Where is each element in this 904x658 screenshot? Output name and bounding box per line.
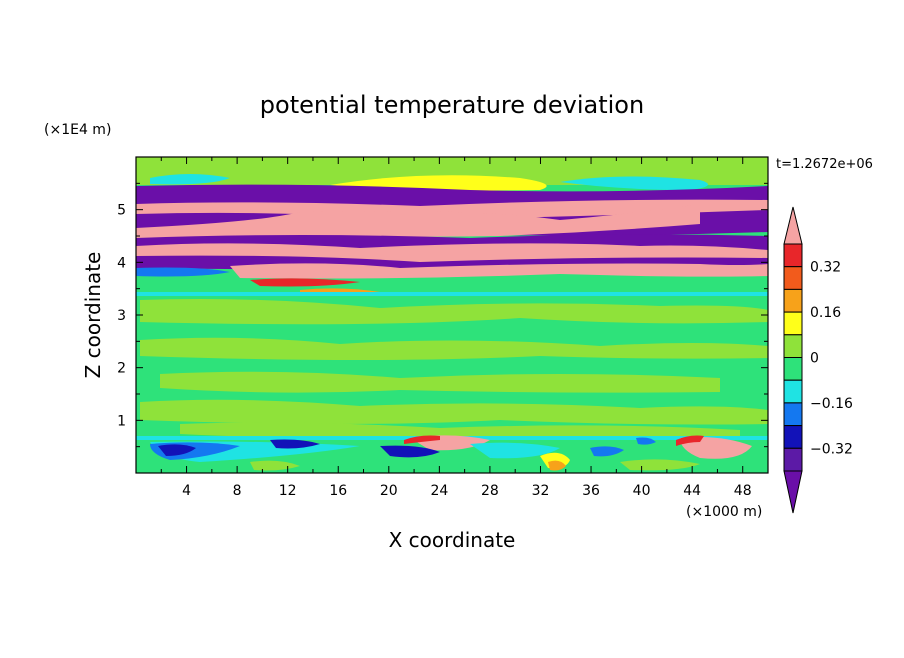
- contour-field: [136, 157, 768, 473]
- pink-patch: [680, 437, 752, 459]
- light-green-patch: [160, 371, 720, 393]
- orange-patch: [548, 460, 566, 471]
- colorbar-extend-bottom: [783, 470, 803, 514]
- x-tick-label: 4: [182, 483, 191, 499]
- x-tick-label: 24: [430, 483, 448, 499]
- blue-patch: [636, 437, 656, 445]
- x-axis-label: X coordinate: [389, 528, 516, 552]
- x-tick-label: 12: [279, 483, 297, 499]
- x-tick-label: 48: [734, 483, 752, 499]
- light-green-patch: [140, 399, 768, 425]
- x-tick-label: 32: [532, 483, 550, 499]
- light-green-patch: [140, 299, 768, 325]
- x-tick-label: 16: [329, 483, 347, 499]
- colorbar-swatch: [783, 288, 803, 313]
- colorbar-swatch: [783, 243, 803, 268]
- navy-patch: [158, 444, 196, 456]
- y-tick-label: 2: [117, 361, 126, 377]
- colorbar-extend-top: [783, 206, 803, 245]
- colorbar-swatch: [783, 402, 803, 427]
- colorbar-swatch: [783, 357, 803, 381]
- x-tick-label: 28: [481, 483, 499, 499]
- upper-cyan-blob: [150, 174, 230, 185]
- y-tick-label: 1: [117, 413, 126, 429]
- colorbar-label: 0.32: [810, 260, 841, 276]
- colorbar-swatch: [783, 379, 803, 404]
- y-units-label: (×1E4 m): [44, 122, 111, 138]
- x-tick-label: 8: [233, 483, 242, 499]
- light-green-patch: [620, 459, 700, 471]
- x-tick-label: 40: [633, 483, 651, 499]
- pink-layer: [230, 263, 768, 279]
- colorbar-label: 0: [810, 351, 819, 367]
- light-green-patch: [180, 422, 740, 438]
- x-tick-label: 20: [380, 483, 398, 499]
- upper-yellow-blob: [330, 175, 547, 191]
- colorbar-label: −0.16: [810, 396, 853, 412]
- x-tick-label: 44: [683, 483, 701, 499]
- colorbar-label: 0.16: [810, 305, 841, 321]
- red-edge: [404, 435, 440, 444]
- x-tick-label: 36: [582, 483, 600, 499]
- cyan-patch: [470, 442, 560, 459]
- y-tick-label: 4: [117, 255, 126, 271]
- red-edge: [250, 278, 360, 287]
- x-axis: 4 8 12 16 20 24 28 32 36 40 44 48: [160, 157, 752, 499]
- colorbar: 0.32 0.16 0 −0.16 −0.32: [783, 206, 853, 514]
- colorbar-label: −0.32: [810, 441, 853, 457]
- colorbar-swatch: [783, 311, 803, 336]
- y-tick-label: 5: [117, 203, 126, 219]
- colorbar-swatch: [783, 425, 803, 449]
- colorbar-swatch: [783, 447, 803, 472]
- y-tick-label: 3: [117, 308, 126, 324]
- x-units-label: (×1000 m): [686, 504, 762, 520]
- chart-title: potential temperature deviation: [260, 91, 644, 119]
- colorbar-swatch: [783, 334, 803, 358]
- y-axis: 1 2 3 4 5: [117, 182, 768, 448]
- colorbar-swatch: [783, 266, 803, 290]
- pink-layer: [136, 204, 700, 240]
- y-axis-label: Z coordinate: [81, 252, 105, 379]
- time-label: t=1.2672e+06: [776, 157, 873, 172]
- blue-patch: [590, 446, 624, 457]
- blue-edge: [136, 267, 230, 277]
- navy-patch: [380, 445, 440, 458]
- upper-cyan-blob: [560, 176, 708, 190]
- light-green-patch: [140, 337, 768, 360]
- cyan-line: [136, 292, 768, 296]
- red-edge: [676, 435, 704, 446]
- navy-patch: [270, 439, 320, 449]
